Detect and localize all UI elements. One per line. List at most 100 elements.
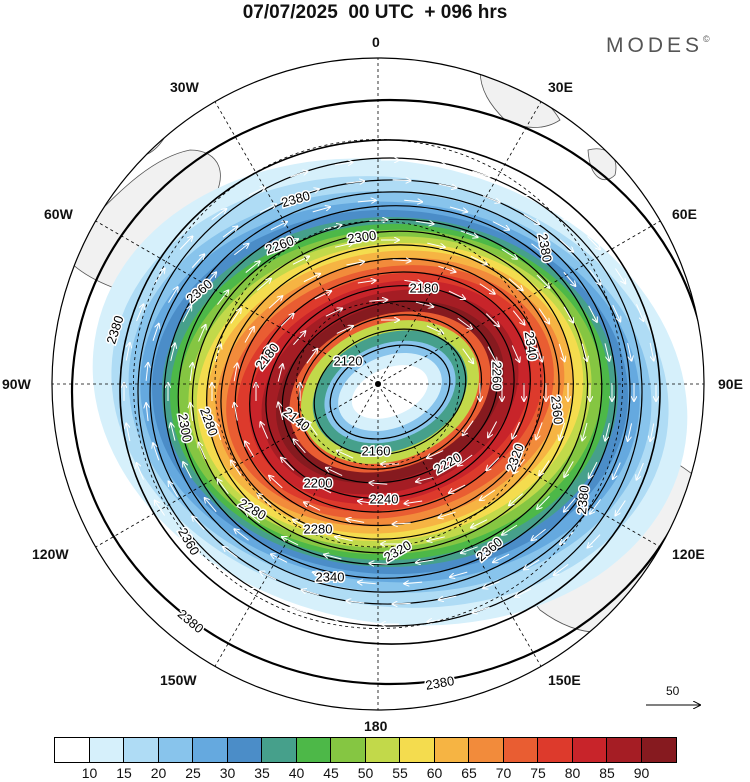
wind-vector — [581, 343, 587, 361]
wind-vector — [260, 422, 269, 439]
copyright-mark: © — [703, 34, 710, 44]
wind-vector — [324, 555, 342, 560]
contour-label: 2180 — [410, 280, 439, 295]
contour-label: 2300 — [346, 228, 377, 247]
wind-vector — [146, 403, 148, 422]
height-contour — [281, 300, 499, 484]
wind-vector — [248, 187, 265, 196]
colorbar-label: 10 — [81, 765, 98, 781]
wind-vector — [217, 290, 228, 305]
wind-vector — [214, 344, 220, 362]
colorbar-swatch — [434, 738, 469, 762]
wind-vector — [314, 291, 331, 300]
wind-vector — [582, 422, 588, 440]
colorbar-swatch — [469, 738, 504, 762]
wind-vector — [179, 236, 192, 250]
colorbar-label: 60 — [426, 765, 443, 781]
wind-vector — [183, 462, 192, 479]
wind-vector — [415, 301, 433, 307]
wind-vector — [268, 296, 282, 309]
wind-vector — [439, 595, 457, 600]
lon-label-120e: 120E — [672, 546, 705, 562]
wind-vector — [256, 279, 271, 291]
latitude-circle — [296, 302, 460, 466]
meridian-line — [214, 383, 379, 667]
height-contour — [220, 244, 560, 540]
colorbar-swatch — [503, 738, 538, 762]
wind-vector — [182, 306, 191, 323]
wind-vector — [564, 461, 574, 477]
contour-label: 2120 — [334, 353, 363, 368]
wind-vector — [171, 423, 176, 441]
wind-vector — [293, 331, 305, 345]
wind-vector — [126, 423, 131, 442]
wind-vector — [180, 535, 193, 548]
wind-vector — [472, 606, 490, 612]
wind-vector — [154, 268, 165, 284]
contour-label: 2340 — [316, 569, 345, 584]
colorbar-swatch — [124, 738, 159, 762]
wind-vector — [558, 343, 564, 361]
lon-label-0: 0 — [372, 34, 380, 50]
colorbar-swatch — [193, 738, 228, 762]
wind-vector — [215, 423, 222, 441]
wind-vector — [325, 308, 342, 317]
wind-vector — [538, 308, 549, 324]
wind-vector — [155, 500, 166, 516]
wind-vector — [589, 269, 601, 284]
wind-vector — [315, 485, 332, 494]
wind-vector — [234, 244, 248, 256]
wind-vector — [449, 206, 467, 212]
colorbar-label: 75 — [530, 765, 546, 781]
wind-vector — [486, 457, 500, 471]
height-contour — [191, 218, 589, 566]
wind-vector — [335, 537, 353, 542]
height-contour — [163, 191, 617, 593]
colorbar-swatch — [641, 738, 676, 762]
wind-vector — [628, 423, 633, 441]
contour-label: 2360 — [548, 395, 566, 425]
wind-vector — [416, 560, 434, 563]
wind-vector — [470, 255, 487, 264]
wind-vector — [245, 261, 260, 273]
height-contour — [234, 257, 546, 527]
wind-vector — [257, 494, 272, 506]
wind-vector — [524, 559, 540, 569]
wind-vector — [392, 180, 411, 181]
wind-vector — [392, 260, 411, 261]
wind-vector — [450, 571, 468, 577]
wind-vector — [615, 500, 626, 515]
wind-vector — [509, 493, 524, 506]
wind-vector — [612, 304, 621, 321]
wind-vector — [449, 484, 466, 493]
colorbar-label: 45 — [323, 765, 339, 781]
wind-vector — [564, 497, 576, 512]
wind-vector — [281, 239, 298, 248]
wind-vector — [523, 214, 539, 224]
wind-vector — [125, 343, 130, 361]
colorbar-label: 80 — [564, 765, 581, 781]
wind-vector — [303, 274, 320, 283]
wind-vector — [346, 262, 364, 266]
wind-vector — [335, 243, 353, 248]
wind-vector — [563, 306, 573, 323]
wind-vector — [448, 290, 465, 299]
wind-vector — [426, 325, 443, 334]
height-contour — [249, 271, 531, 513]
wind-vector — [234, 529, 249, 541]
colorbar-label: 90 — [633, 765, 650, 781]
wind-vector — [293, 439, 306, 454]
wind-vector — [508, 278, 523, 291]
wind-vector — [146, 363, 148, 381]
wind-vector — [336, 326, 353, 334]
wind-vector — [531, 528, 546, 540]
wind-vector — [245, 441, 255, 458]
wind-vector — [539, 460, 550, 476]
wind-vector — [514, 186, 531, 195]
wind-vector — [271, 554, 288, 563]
lon-label-150e: 150E — [548, 672, 581, 688]
colorbar-swatch — [227, 738, 262, 762]
wind-vector — [604, 343, 609, 360]
lon-label-90e: 90E — [718, 376, 743, 392]
wind-vector — [427, 536, 445, 541]
